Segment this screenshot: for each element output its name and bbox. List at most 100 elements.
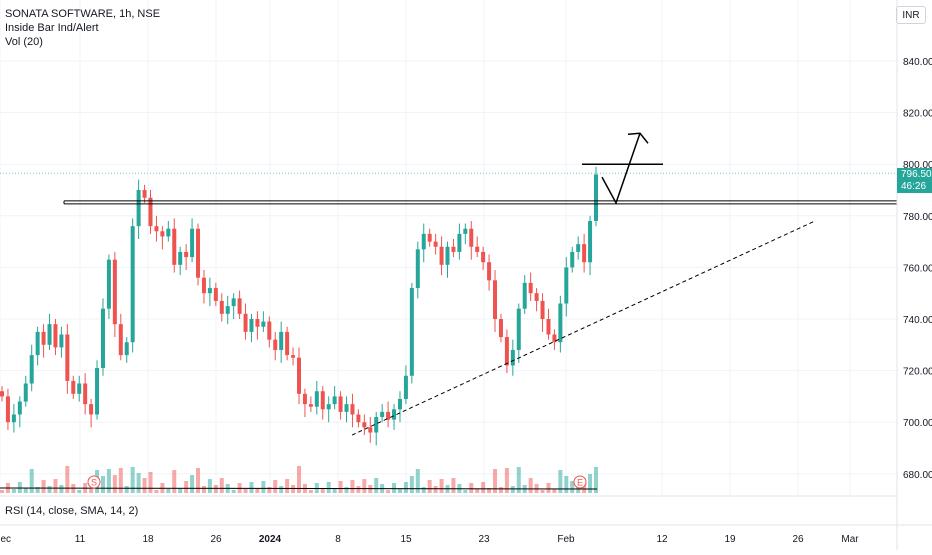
candle-body (594, 174, 598, 221)
volume-bar (332, 488, 337, 493)
symbol-title[interactable]: SONATA SOFTWARE, 1h, NSE (5, 8, 161, 20)
volume-bar (190, 475, 195, 493)
candle-body (154, 226, 159, 232)
candle-body (368, 427, 373, 433)
candle-body (546, 319, 551, 335)
volume-bar (118, 468, 123, 493)
last-price-tag: 796.50 46:26 (897, 168, 932, 193)
volume-bar (207, 479, 212, 493)
volume-bar (415, 469, 420, 493)
volume-bar (41, 480, 46, 493)
candle (279, 321, 284, 363)
candle (457, 223, 462, 260)
volume-bar (267, 487, 272, 493)
candle (59, 326, 64, 358)
candle-body (142, 190, 147, 198)
candle-body (89, 404, 94, 415)
volume-bar (201, 486, 206, 493)
volume-bar (588, 474, 593, 493)
candle (576, 236, 581, 260)
volume-bar (356, 486, 361, 493)
volume-bar (297, 466, 301, 493)
volume-bar (386, 490, 391, 493)
volume-bar (493, 469, 498, 493)
volume-bar (540, 490, 545, 493)
candle (356, 409, 361, 428)
candle-body (219, 300, 224, 314)
bar-countdown: 46:26 (901, 181, 927, 192)
candle (302, 388, 307, 418)
candle-body (338, 396, 343, 412)
candle (368, 417, 373, 443)
candle-body (190, 228, 195, 258)
earnings-marker-label: E (577, 478, 583, 488)
earnings-marker[interactable]: E (573, 475, 587, 489)
chart-legend: SONATA SOFTWARE, 1h, NSE Inside Bar Ind/… (5, 7, 160, 49)
candle-body (475, 246, 480, 252)
indicator-label[interactable]: Inside Bar Ind/Alert (5, 22, 99, 34)
volume-bar (130, 467, 135, 493)
candle (89, 398, 94, 428)
volume-bar (481, 482, 486, 493)
candle (332, 386, 337, 410)
time-tick-label: 26 (792, 534, 804, 545)
candle (409, 282, 414, 384)
candle (504, 329, 509, 374)
volume-bar (594, 467, 598, 493)
volume-label[interactable]: Vol (20) (5, 36, 43, 48)
candle (374, 411, 379, 446)
candle-body (106, 259, 111, 309)
candle (261, 311, 266, 332)
candle (534, 288, 539, 312)
candle-body (576, 244, 581, 252)
candle (415, 241, 420, 299)
volume-bar (136, 473, 141, 493)
volume-bar (154, 490, 159, 493)
candle (487, 254, 492, 291)
candle (166, 220, 171, 242)
volume-bar (142, 478, 147, 493)
volume-bar (397, 489, 402, 493)
candle-body (481, 251, 486, 263)
volume-bar (279, 486, 284, 493)
candle-body (41, 331, 46, 345)
volume-bar (261, 481, 266, 493)
volume-bar (273, 480, 278, 493)
candle (469, 220, 474, 260)
candle-body (178, 251, 183, 265)
volume-bar (403, 482, 408, 493)
volume-bar (463, 490, 468, 493)
candle-body (207, 288, 212, 294)
price-tick-label: 720.00 (903, 367, 932, 378)
candle (273, 331, 278, 361)
candle-body (314, 391, 319, 407)
candle (297, 347, 301, 405)
candle-body (451, 246, 456, 252)
candle (594, 166, 598, 227)
candle-body (231, 298, 236, 307)
candle-body (302, 393, 307, 405)
price-tick-label: 820.00 (903, 109, 932, 120)
volume-bar (166, 489, 171, 493)
price-tick-label: 700.00 (903, 418, 932, 429)
volume-bar (510, 486, 515, 493)
candle-body (498, 319, 503, 338)
candle (190, 218, 195, 263)
currency-button[interactable]: INR (896, 6, 926, 24)
candle (207, 277, 212, 307)
candle (106, 254, 111, 319)
candle-body (439, 246, 444, 265)
split-marker[interactable]: S (87, 475, 101, 489)
volume-ma-line (0, 487, 598, 490)
candle-body (65, 334, 70, 381)
rsi-label[interactable]: RSI (14, close, SMA, 14, 2) (5, 505, 139, 517)
time-tick-label: 18 (142, 534, 154, 545)
candle-body (5, 396, 10, 423)
volume-bar (433, 486, 438, 493)
price-tick-label: 760.00 (903, 263, 932, 274)
candle-body (582, 244, 587, 263)
volume-bar (172, 470, 177, 493)
